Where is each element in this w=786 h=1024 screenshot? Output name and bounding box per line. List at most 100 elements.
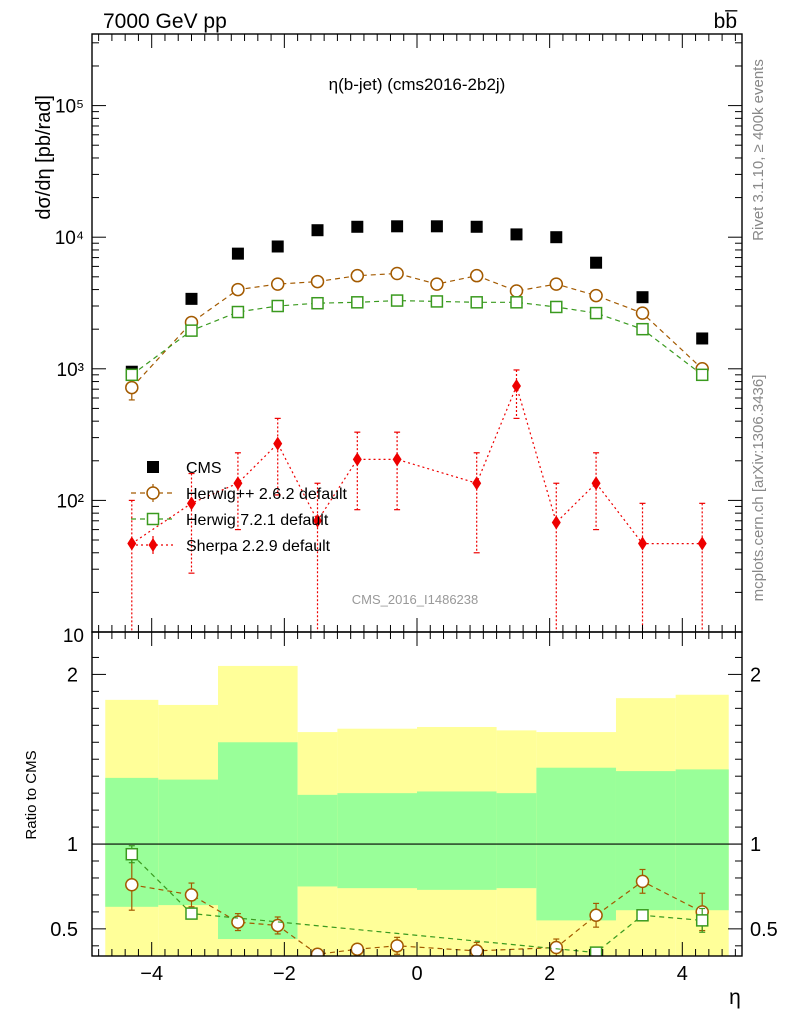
watermark: CMS_2016_I1486238 (352, 592, 479, 607)
herwigpp-point (589, 288, 603, 303)
x-tick-label: 0 (411, 963, 422, 985)
x-tick-label: 4 (677, 963, 688, 985)
x-tick-label: −2 (273, 963, 296, 985)
sherpa-point (127, 536, 137, 551)
herwig7-ratio-point (185, 907, 198, 920)
herwig7-line (131, 299, 703, 376)
herwigpp-point (469, 268, 484, 283)
sherpa-point (233, 476, 243, 491)
herwig7-point (695, 368, 709, 382)
herwig7-legend-marker (146, 512, 160, 526)
herwig7-ratio-point (695, 914, 709, 927)
herwigpp-ratio-line (131, 880, 703, 955)
herwig7-legend-label: Herwig 7.2.1 default (186, 512, 329, 529)
band-inner-segment (496, 793, 537, 889)
herwig7-point (550, 300, 563, 314)
herwig7-point (636, 322, 649, 336)
sherpa-legend-marker (148, 538, 158, 552)
sherpa-point (511, 379, 521, 394)
herwig7-ratio-point (589, 946, 603, 956)
herwig7-point (125, 368, 139, 382)
sherpa-point (313, 513, 323, 528)
herwigpp-ratio-point (469, 944, 484, 956)
cms-point (231, 247, 244, 260)
herwigpp-point (270, 277, 285, 291)
ratio-data-series (125, 845, 709, 956)
ratio-uncertainty-bands (105, 665, 729, 956)
cms-point (311, 224, 324, 237)
herwigpp-ratio-point (231, 915, 245, 929)
x-tick-label: 2 (544, 963, 555, 985)
main-data-series (125, 220, 709, 632)
herwigpp-point (430, 277, 444, 291)
sherpa-point (591, 476, 601, 491)
side-label-rivet: Rivet 3.1.10, ≥ 400k events (750, 59, 767, 241)
cms-legend-label: CMS (186, 460, 222, 477)
band-inner-segment (218, 742, 298, 940)
ratio-y-tick-label-right: 1 (750, 834, 761, 856)
cms-point (590, 256, 603, 269)
sherpa-point (551, 515, 561, 530)
herwigpp-ratio-point (589, 908, 603, 923)
band-inner-segment (158, 779, 219, 906)
sherpa-point (472, 476, 482, 491)
ratio-y-tick-label-right: 0.5 (750, 919, 778, 941)
main-y-axis-label: dσ/dη [pb/rad] (33, 95, 55, 220)
herwigpp-ratio-point (184, 888, 199, 902)
cms-point (391, 220, 404, 233)
main-y-tick-label: 10³ (57, 360, 84, 381)
herwigpp-point (390, 266, 404, 281)
herwig7-point (271, 299, 284, 313)
band-inner-segment (417, 791, 497, 890)
sherpa-point (352, 452, 362, 467)
cms-point (351, 220, 364, 233)
main-y-tick-label: 10² (57, 491, 84, 512)
herwigpp-ratio-point (125, 878, 139, 892)
herwig7-point (510, 296, 523, 309)
herwig7-point (390, 294, 404, 307)
herwigpp-ratio-point (549, 940, 564, 955)
side-label-mcplots: mcplots.cern.ch [arXiv:1306.3436] (750, 375, 767, 602)
axis-ticks: 10 10² 10³ 10⁴ 10⁵ −4 −2 0 2 4 0.5 0.5 1 1 2 2 (50, 34, 778, 985)
herwigpp-point (231, 282, 245, 297)
main-y-tick-label: 10⁴ (55, 228, 84, 249)
herwig7-point (185, 324, 198, 337)
band-inner-segment (675, 769, 729, 911)
sherpa-point (186, 496, 196, 511)
main-y-tick-label: 10 (63, 626, 84, 647)
herwigpp-point (549, 277, 564, 291)
energy-label: 7000 GeV pp (103, 10, 227, 33)
herwigpp-ratio-point (390, 939, 404, 953)
herwig7-point (311, 296, 324, 310)
herwigpp-line (131, 272, 703, 389)
herwigpp-legend-marker (146, 486, 160, 500)
band-inner-segment (297, 794, 338, 887)
ratio-y-tick-label-left: 2 (67, 664, 78, 686)
band-inner-segment (615, 771, 676, 911)
ratio-y-axis-label: Ratio to CMS (23, 750, 40, 839)
herwig7-point (430, 295, 444, 308)
sherpa-legend-label: Sherpa 2.2.9 default (186, 538, 331, 555)
herwig7-point (351, 296, 364, 309)
herwig7-ratio-point (636, 909, 649, 922)
sherpa-point (697, 536, 707, 551)
herwigpp-ratio-point (635, 874, 650, 889)
x-tick-label: −4 (140, 963, 163, 985)
herwigpp-legend-label: Herwig++ 2.6.2 default (186, 486, 348, 503)
herwigpp-point (509, 284, 524, 298)
herwigpp-point (310, 274, 325, 289)
ratio-y-tick-label-left: 0.5 (50, 919, 78, 941)
cms-point (271, 240, 284, 253)
herwig7-point (589, 306, 603, 320)
cms-point (185, 292, 198, 305)
cms-legend-marker (147, 461, 159, 473)
ratio-y-tick-label-left: 1 (67, 834, 78, 856)
cms-point (430, 220, 443, 233)
herwigpp-ratio-point (310, 947, 325, 956)
sherpa-point (273, 436, 283, 451)
plot-title: η(b-jet) (cms2016-2b2j) (329, 75, 506, 94)
cms-point (636, 291, 649, 304)
cms-point (470, 220, 483, 233)
x-axis-label: η (729, 986, 741, 1009)
